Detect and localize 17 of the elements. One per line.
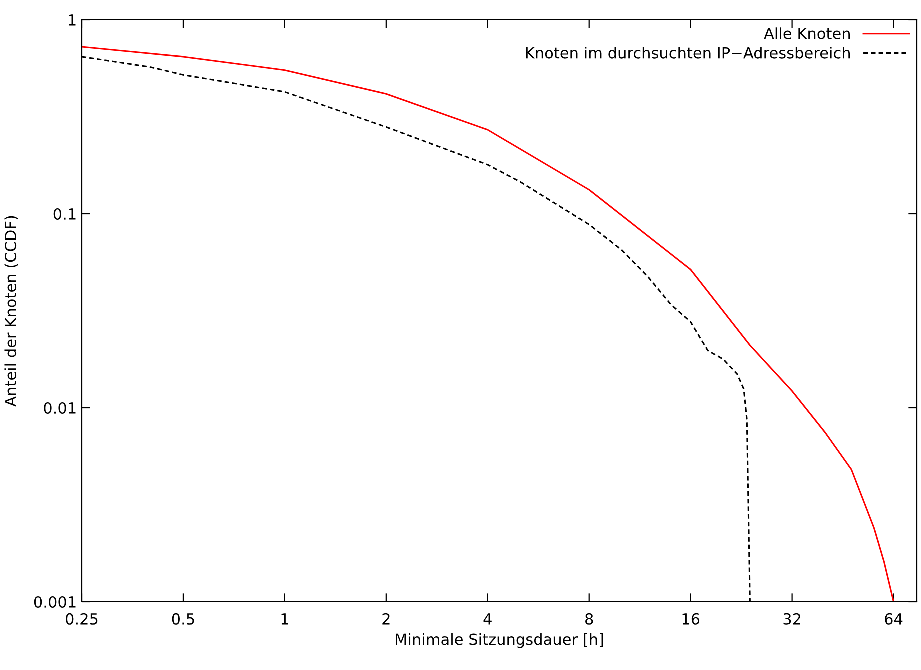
y-tick-label: 0.001 — [34, 596, 76, 608]
x-tick-label: 32 — [784, 613, 800, 625]
x-tick-label: 0.25 — [66, 613, 98, 625]
x-tick-label: 0.5 — [172, 613, 194, 625]
x-tick-label: 16 — [682, 613, 700, 625]
y-tick-label: 0.1 — [54, 208, 76, 220]
y-axis-title: Anteil der Knoten (CCDF) — [4, 216, 18, 407]
x-axis-title: Minimale Sitzungsdauer [h] — [396, 633, 604, 648]
x-tick-label: 1 — [282, 614, 288, 625]
y-tick-label: 0.01 — [44, 402, 76, 414]
y-tick-label: 1 — [69, 14, 76, 26]
x-tick-label: 64 — [885, 613, 903, 625]
legend-label: Alle Knoten — [764, 28, 850, 40]
legend-label: Knoten im durchsuchten IP−Adressbereich — [526, 47, 850, 59]
x-tick-label: 4 — [484, 614, 492, 625]
x-tick-label: 2 — [382, 613, 390, 625]
x-tick-label: 8 — [586, 613, 594, 625]
